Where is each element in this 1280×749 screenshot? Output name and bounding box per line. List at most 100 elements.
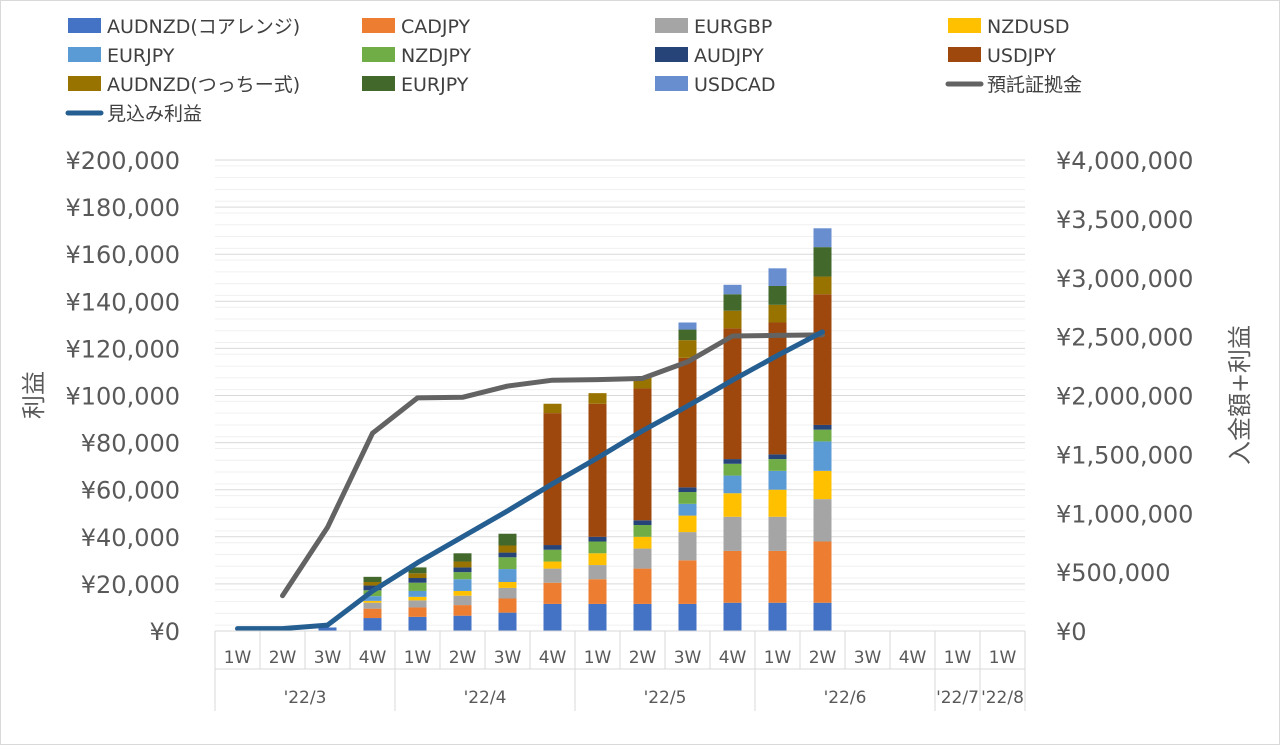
bar-segment	[723, 284, 742, 295]
bar-segment	[768, 268, 787, 286]
x-tick-label: 1W	[764, 648, 792, 668]
legend-label: AUDJPY	[694, 45, 764, 67]
bar-segment	[768, 602, 787, 631]
bar-segment	[588, 403, 607, 537]
bar-segment	[678, 515, 697, 533]
y-tick-label: ¥140,000	[65, 288, 180, 316]
y2-tick-label: ¥4,000,000	[1056, 147, 1193, 175]
legend-swatch	[948, 18, 981, 33]
x-tick-label: 4W	[899, 648, 927, 668]
bar-segment	[723, 475, 742, 494]
bar-segment	[363, 585, 382, 591]
bar-segment	[543, 561, 562, 569]
y-tick-label: ¥80,000	[81, 430, 180, 458]
legend-label: AUDNZD(コアレンジ)	[107, 16, 300, 38]
y-axis-left: ¥0 ¥20,000 ¥40,000 ¥60,000 ¥80,000 ¥100,000 ¥1…	[65, 147, 180, 646]
bar-segment	[723, 328, 742, 460]
y-axis-right: ¥0 ¥500,000 ¥1,000,000 ¥1,500,000 ¥2,000,000…	[1056, 147, 1193, 646]
legend-swatch	[948, 47, 981, 62]
bar-segment	[768, 470, 787, 490]
bar-segment	[678, 357, 697, 488]
bar-segment	[408, 596, 427, 601]
bar-segment	[498, 582, 517, 588]
bar-segment	[453, 615, 472, 631]
y-tick-label: ¥0	[149, 618, 180, 646]
bar-segment	[813, 228, 832, 248]
bar-segment	[543, 549, 562, 562]
bar-segment	[588, 553, 607, 566]
legend-label: AUDNZD(つっちー式)	[107, 74, 300, 96]
bar-segment	[633, 568, 652, 604]
bar-segment	[723, 310, 742, 329]
bar-segment	[453, 553, 472, 562]
bar-segment	[678, 503, 697, 516]
bar-segment	[498, 587, 517, 599]
bar-segment	[633, 536, 652, 549]
bar-segment	[363, 600, 382, 603]
bar-segment	[633, 520, 652, 526]
x-group-label: '22/8	[981, 688, 1024, 708]
bar-stacks	[318, 228, 832, 631]
bar-segment	[498, 533, 517, 546]
bar-segment	[723, 493, 742, 517]
bar-segment	[363, 576, 382, 583]
y2-tick-label: ¥2,500,000	[1056, 324, 1193, 352]
bar-segment	[723, 602, 742, 631]
y-axis-title: 利益	[20, 371, 48, 419]
bar-segment	[768, 304, 787, 323]
bar-segment	[813, 470, 832, 500]
x-tick-label: 1W	[584, 648, 612, 668]
y-tick-label: ¥120,000	[65, 335, 180, 363]
bar-segment	[453, 567, 472, 573]
bar-segment	[813, 276, 832, 295]
bar-segment	[363, 608, 382, 619]
x-tick-label: 3W	[494, 648, 522, 668]
bar-segment	[678, 487, 697, 493]
bar-segment	[453, 579, 472, 591]
bar-segment	[543, 545, 562, 550]
series-line	[280, 332, 825, 599]
legend-label: NZDJPY	[401, 45, 472, 67]
legend-label: EURJPY	[401, 74, 469, 96]
legend-swatch	[362, 76, 395, 91]
bar-segment	[723, 459, 742, 464]
bar-segment	[453, 595, 472, 606]
legend-label: EURGBP	[694, 16, 772, 38]
bar-segment	[408, 582, 427, 591]
bar-segment	[363, 602, 382, 609]
x-tick-label: 2W	[629, 648, 657, 668]
bar-segment	[363, 596, 382, 601]
bar-segment	[543, 582, 562, 604]
bar-segment	[498, 612, 517, 631]
bar-segment	[543, 568, 562, 583]
legend: AUDNZD(コアレンジ) CADJPY EURGBP NZDUSD EURJPY NZD…	[65, 16, 1082, 125]
x-tick-label: 2W	[809, 648, 837, 668]
x-tick-label: 4W	[719, 648, 747, 668]
bar-segment	[813, 499, 832, 542]
bar-segment	[318, 627, 337, 631]
bar-segment	[768, 459, 787, 471]
legend-swatch	[655, 47, 688, 62]
x-group-label: '22/7	[936, 688, 979, 708]
bar-segment	[408, 600, 427, 608]
bar-segment	[813, 429, 832, 442]
bar-segment	[633, 525, 652, 537]
y-tick-label: ¥160,000	[65, 241, 180, 269]
x-tick-label: 4W	[359, 648, 387, 668]
x-group-label: '22/6	[824, 688, 867, 708]
legend-swatch	[655, 18, 688, 33]
x-group-label: '22/4	[464, 688, 507, 708]
bar-segment	[678, 560, 697, 604]
y2-tick-label: ¥1,500,000	[1056, 441, 1193, 469]
legend-swatch	[68, 18, 101, 33]
bar-segment	[678, 603, 697, 631]
y2-tick-label: ¥500,000	[1056, 559, 1171, 587]
bar-segment	[588, 541, 607, 554]
legend-swatch	[68, 76, 101, 91]
bar-segment	[813, 294, 832, 425]
bar-segment	[678, 492, 697, 504]
bar-segment	[768, 285, 787, 305]
y-tick-label: ¥100,000	[65, 383, 180, 411]
bar-segment	[723, 463, 742, 476]
bar-segment	[588, 603, 607, 631]
